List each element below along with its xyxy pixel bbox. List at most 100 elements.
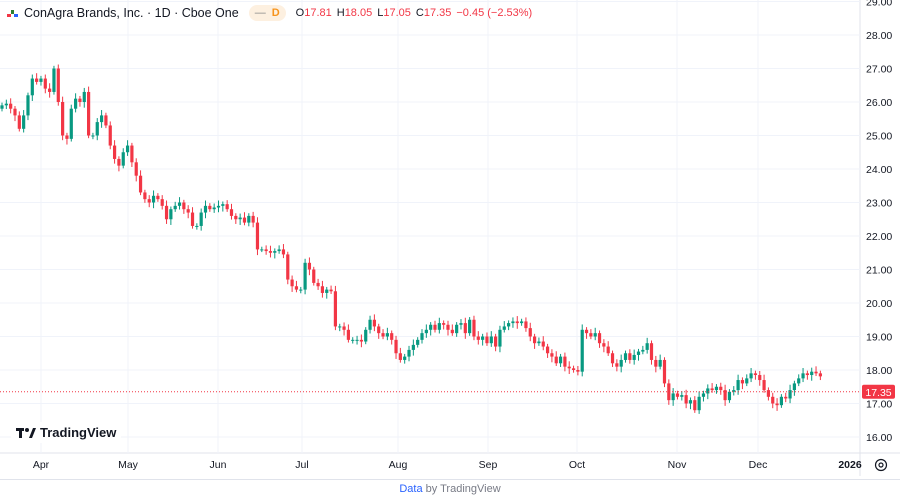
candle-up bbox=[537, 341, 541, 344]
candle-up bbox=[792, 383, 796, 391]
candle-down bbox=[610, 353, 615, 364]
candle-down bbox=[130, 145, 134, 163]
candle-down bbox=[134, 162, 138, 176]
price-tick-label: 28.00 bbox=[866, 30, 892, 42]
candle-up bbox=[558, 356, 563, 364]
time-tick-label: Sep bbox=[479, 459, 498, 471]
candle-down bbox=[229, 209, 234, 216]
close-value: C17.35 bbox=[415, 7, 452, 19]
tradingview-logo[interactable]: TradingView bbox=[10, 422, 123, 443]
candle-up bbox=[364, 329, 368, 342]
interval-badge[interactable]: — D bbox=[248, 5, 286, 21]
candle-down bbox=[710, 388, 714, 391]
tradingview-logo-text: TradingView bbox=[40, 425, 117, 440]
candle-down bbox=[143, 192, 147, 200]
symbol-title[interactable]: ConAgra Brands, Inc. · 1D · Cboe One bbox=[24, 6, 239, 20]
candle-down bbox=[359, 339, 363, 342]
candle-down bbox=[108, 125, 112, 146]
candle-up bbox=[671, 393, 675, 401]
candle-up bbox=[619, 359, 623, 367]
candle-down bbox=[675, 393, 680, 397]
candle-up bbox=[169, 209, 173, 220]
settings-icon[interactable] bbox=[874, 458, 888, 472]
candle-down bbox=[602, 343, 606, 347]
candle-up bbox=[507, 323, 511, 327]
candle-up bbox=[95, 122, 99, 136]
candle-down bbox=[65, 135, 69, 139]
candle-up bbox=[212, 207, 216, 210]
candle-up bbox=[810, 371, 814, 376]
candle-down bbox=[372, 319, 376, 327]
candle-down bbox=[290, 279, 294, 287]
candle-down bbox=[662, 359, 667, 384]
last-price-badge bbox=[862, 384, 895, 399]
candle-up bbox=[520, 321, 524, 324]
candle-down bbox=[138, 175, 143, 193]
candle-down bbox=[589, 333, 593, 337]
time-tick-label: Jun bbox=[210, 459, 227, 471]
candle-up bbox=[714, 386, 719, 391]
candle-down bbox=[576, 370, 580, 372]
candle-up bbox=[580, 329, 584, 372]
candle-up bbox=[593, 333, 597, 337]
candle-down bbox=[43, 78, 47, 89]
candle-up bbox=[749, 373, 753, 379]
footer: Data by TradingView bbox=[0, 479, 900, 499]
candle-down bbox=[597, 333, 602, 344]
candle-down bbox=[242, 217, 247, 223]
candle-down bbox=[654, 359, 658, 367]
candle-down bbox=[61, 102, 65, 136]
price-tick-label: 21.00 bbox=[866, 265, 892, 277]
candle-up bbox=[273, 251, 277, 253]
time-tick-label: Jul bbox=[295, 459, 308, 471]
data-link[interactable]: Data bbox=[399, 483, 423, 495]
candle-up bbox=[82, 91, 86, 102]
candle-up bbox=[437, 323, 441, 330]
candle-down bbox=[524, 321, 528, 329]
candle-up bbox=[351, 339, 355, 341]
candle-up bbox=[498, 329, 502, 347]
candle-down bbox=[485, 336, 489, 344]
candle-down bbox=[450, 329, 454, 334]
chart-legend: ConAgra Brands, Inc. · 1D · Cboe One — D … bbox=[6, 5, 532, 21]
candle-down bbox=[628, 353, 632, 360]
candle-down bbox=[390, 333, 394, 340]
candle-down bbox=[684, 395, 688, 404]
candle-down bbox=[584, 329, 589, 334]
candle-up bbox=[22, 115, 26, 129]
minus-icon: — bbox=[254, 7, 266, 19]
candle-up bbox=[658, 359, 662, 367]
interval-label: D bbox=[271, 7, 280, 19]
candle-down bbox=[394, 339, 398, 354]
candle-up bbox=[801, 373, 805, 379]
candle-up bbox=[697, 396, 701, 411]
candle-up bbox=[632, 354, 636, 360]
candle-up bbox=[779, 396, 783, 406]
candle-down bbox=[762, 380, 766, 391]
time-tick-label: Aug bbox=[389, 459, 408, 471]
candle-down bbox=[550, 353, 554, 357]
price-tick-label: 20.00 bbox=[866, 298, 892, 310]
price-tick-label: 29.00 bbox=[866, 0, 892, 9]
candle-up bbox=[411, 344, 415, 350]
candle-up bbox=[299, 289, 303, 291]
time-tick-label: Oct bbox=[569, 459, 585, 471]
candle-down bbox=[307, 262, 312, 270]
candlestick-chart[interactable]: 16.00 17.00 18.00 19.00 20.00 21.00 22.00 23.00… bbox=[0, 0, 900, 476]
price-tick-label: 23.00 bbox=[866, 198, 892, 210]
candle-down bbox=[264, 249, 268, 252]
candle-up bbox=[203, 205, 208, 213]
candle-up bbox=[125, 145, 130, 153]
candle-up bbox=[368, 319, 372, 330]
candle-down bbox=[606, 346, 610, 354]
change-value: −0.45 (−2.53%) bbox=[456, 7, 533, 19]
candle-up bbox=[706, 388, 710, 394]
candle-down bbox=[476, 336, 480, 340]
candle-up bbox=[0, 105, 4, 109]
price-tick-label: 24.00 bbox=[866, 164, 892, 176]
candle-down bbox=[766, 390, 771, 397]
candle-down bbox=[186, 209, 190, 213]
candle-up bbox=[247, 215, 251, 223]
candle-up bbox=[52, 68, 56, 92]
candle-down bbox=[814, 371, 818, 374]
